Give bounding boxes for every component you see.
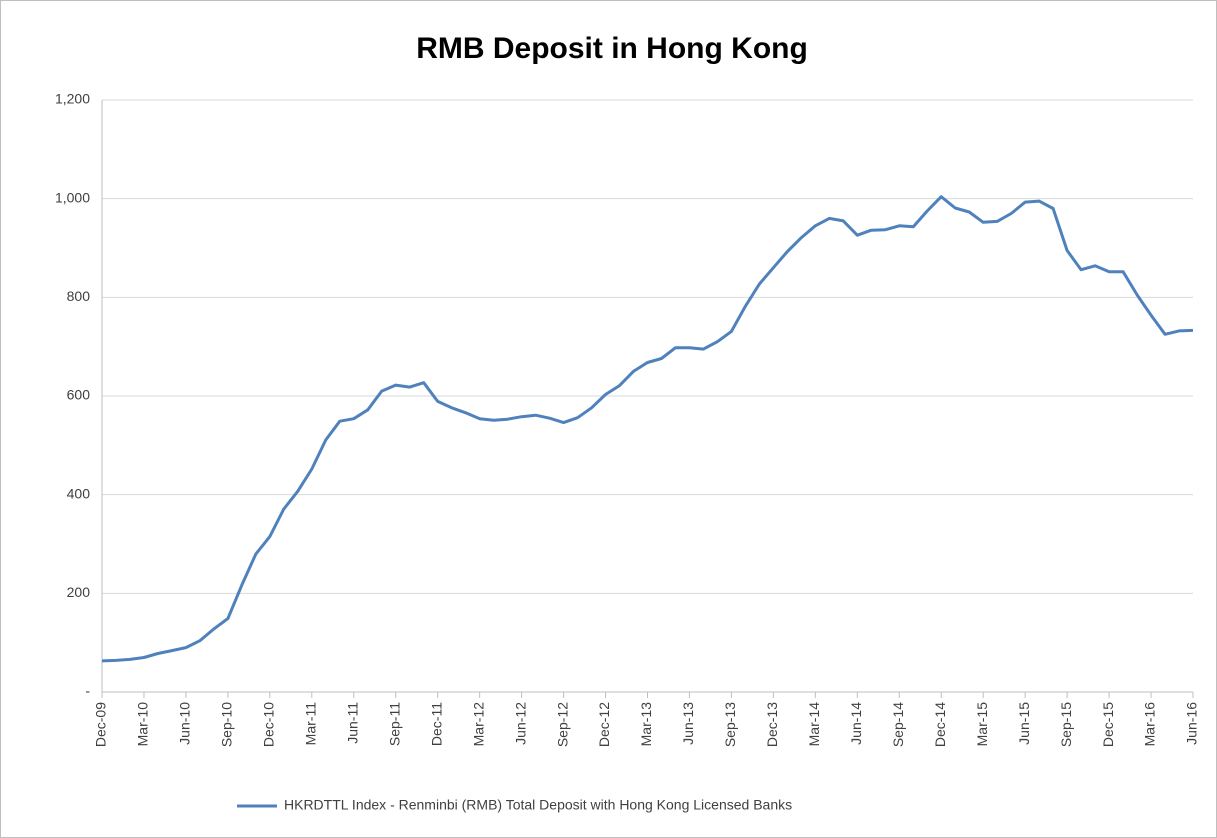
x-tick-label: Mar-11 — [303, 702, 319, 746]
y-tick-label: 1,000 — [55, 189, 90, 205]
x-tick-label: Sep-14 — [890, 702, 906, 747]
x-tick-label: Sep-11 — [386, 702, 402, 746]
x-tick-label: Jun-16 — [1184, 702, 1200, 745]
chart-title: RMB Deposit in Hong Kong — [416, 32, 808, 65]
x-tick-label: Dec-12 — [596, 702, 612, 747]
x-tick-label: Jun-13 — [680, 702, 696, 745]
x-tick-label: Jun-11 — [344, 702, 360, 744]
x-tick-label: Sep-13 — [722, 702, 738, 747]
x-tick-label: Jun-10 — [177, 702, 193, 745]
x-tick-label: Dec-14 — [932, 702, 948, 747]
x-tick-label: Dec-09 — [93, 702, 109, 747]
x-tick-label: Mar-13 — [638, 702, 654, 747]
legend-label: HKRDTTL Index - Renminbi (RMB) Total Dep… — [284, 797, 792, 813]
x-tick-label: Jun-14 — [848, 702, 864, 745]
y-tick-label: 400 — [67, 485, 91, 501]
x-tick-label: Jun-12 — [512, 702, 528, 745]
x-tick-label: Mar-10 — [135, 702, 151, 747]
y-tick-label: - — [85, 683, 90, 699]
x-tick-label: Sep-12 — [554, 702, 570, 747]
x-tick-label: Dec-15 — [1100, 702, 1116, 747]
x-tick-label: Jun-15 — [1016, 702, 1032, 745]
x-tick-label: Dec-13 — [764, 702, 780, 747]
x-tick-label: Mar-12 — [470, 702, 486, 747]
y-tick-label: 800 — [67, 288, 91, 304]
y-tick-label: 200 — [67, 584, 91, 600]
y-tick-label: 600 — [67, 387, 91, 403]
x-tick-label: Dec-10 — [261, 702, 277, 747]
x-tick-label: Mar-16 — [1142, 702, 1158, 747]
line-series — [101, 195, 1194, 663]
y-tick-label: 1,200 — [55, 91, 90, 107]
x-tick-label: Mar-14 — [806, 702, 822, 747]
x-tick-label: Mar-15 — [974, 702, 990, 747]
x-tick-label: Dec-11 — [428, 702, 444, 746]
x-tick-label: Sep-15 — [1058, 702, 1074, 747]
x-tick-label: Sep-10 — [219, 702, 235, 747]
